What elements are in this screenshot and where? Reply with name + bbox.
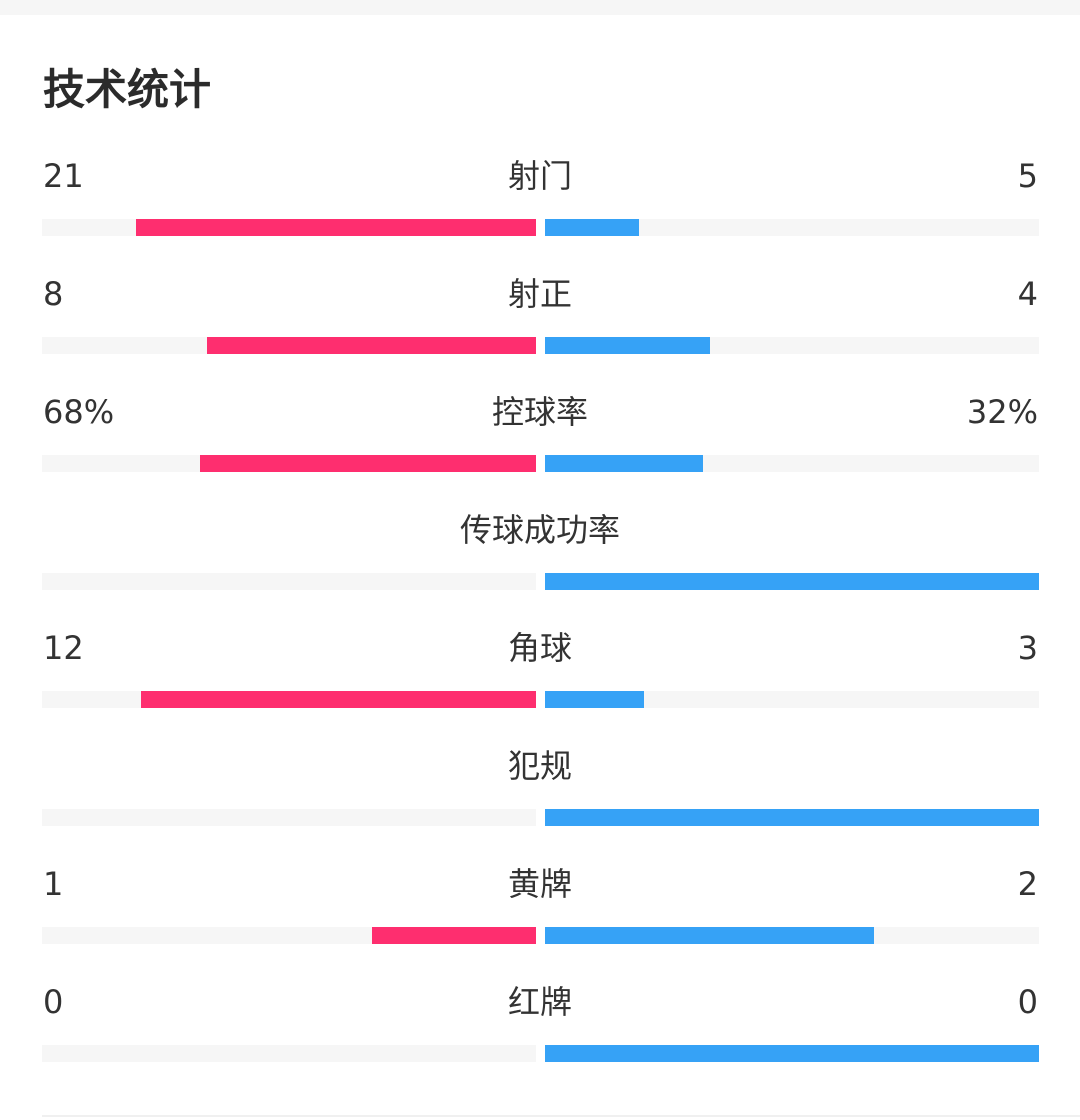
away-bar-track <box>545 573 1039 590</box>
home-bar-track <box>42 455 536 472</box>
home-bar-track <box>42 337 536 354</box>
away-bar-track <box>545 1045 1039 1062</box>
stat-label: 射门 <box>507 157 572 195</box>
away-bar-fill <box>545 455 704 472</box>
bottom-divider <box>42 1115 1080 1117</box>
away-value: 2 <box>1017 865 1038 903</box>
away-bar-track <box>545 809 1039 826</box>
away-bar-fill <box>545 337 710 354</box>
away-bar-track <box>545 337 1039 354</box>
away-value: 32% <box>966 393 1038 431</box>
home-value: 8 <box>43 275 64 313</box>
home-bar-fill <box>206 337 536 354</box>
stat-row: 0 红牌 0 <box>0 983 1080 1120</box>
away-bar-fill <box>545 219 639 236</box>
home-bar-fill <box>200 455 536 472</box>
stat-row: 68% 控球率 32% <box>0 393 1080 530</box>
home-bar-track <box>42 573 536 590</box>
home-bar-track <box>42 809 536 826</box>
stat-label: 犯规 <box>507 747 572 785</box>
away-bar-fill <box>545 927 875 944</box>
home-bar-fill <box>371 927 536 944</box>
section-title: 技术统计 <box>43 65 212 114</box>
stat-label: 黄牌 <box>507 865 572 903</box>
away-value: 3 <box>1017 629 1038 667</box>
stat-label: 射正 <box>507 275 572 313</box>
stat-label: 红牌 <box>507 983 572 1021</box>
stat-row: 12 角球 3 <box>0 629 1080 766</box>
away-value: 0 <box>1017 983 1038 1021</box>
top-separator <box>0 0 1080 15</box>
away-value: 4 <box>1017 275 1038 313</box>
home-value: 68% <box>43 393 115 431</box>
home-value: 1 <box>43 865 64 903</box>
home-value: 21 <box>43 157 84 195</box>
stat-row: 8 射正 4 <box>0 275 1080 412</box>
home-bar-track <box>42 219 536 236</box>
home-bar-track <box>42 927 536 944</box>
away-bar-track <box>545 455 1039 472</box>
stat-row: 犯规 <box>0 747 1080 884</box>
home-value: 0 <box>43 983 64 1021</box>
stat-label: 传球成功率 <box>459 511 620 549</box>
away-bar-fill <box>545 809 1039 826</box>
away-bar-track <box>545 691 1039 708</box>
away-bar-fill <box>545 1045 1039 1062</box>
stat-label: 控球率 <box>491 393 588 431</box>
home-bar-track <box>42 1045 536 1062</box>
stat-row: 1 黄牌 2 <box>0 865 1080 1002</box>
away-bar-fill <box>545 691 644 708</box>
away-bar-fill <box>545 573 1039 590</box>
away-value: 5 <box>1017 157 1038 195</box>
stat-row: 21 射门 5 <box>0 157 1080 294</box>
home-bar-fill <box>140 691 536 708</box>
home-bar-track <box>42 691 536 708</box>
home-bar-fill <box>135 219 536 236</box>
stat-row: 传球成功率 <box>0 511 1080 648</box>
away-bar-track <box>545 927 1039 944</box>
away-bar-track <box>545 219 1039 236</box>
home-value: 12 <box>43 629 84 667</box>
stat-label: 角球 <box>507 629 572 667</box>
